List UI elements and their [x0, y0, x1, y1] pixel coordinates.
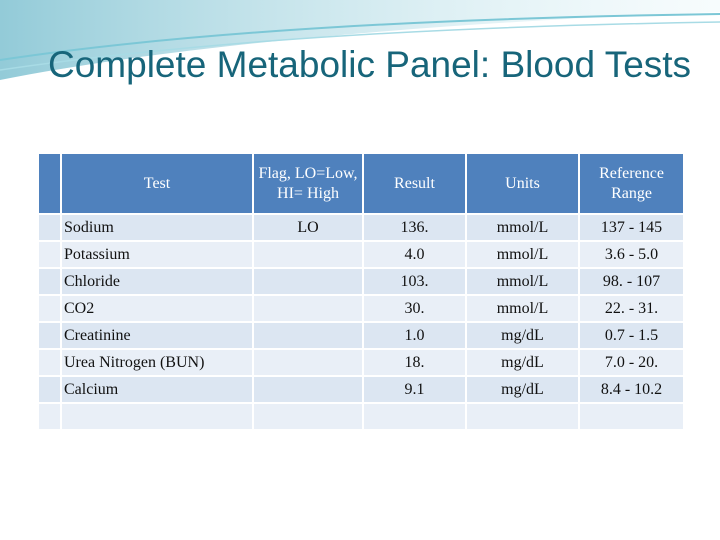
empty-cell	[252, 375, 364, 404]
table-row: Chloride 103. mmol/L 98. - 107	[37, 267, 685, 296]
spacer-cell	[37, 240, 62, 269]
empty-cell	[252, 294, 364, 323]
result: 4.0	[362, 240, 467, 269]
table-row: Sodium LO 136. mmol/L 137 - 145	[37, 213, 685, 242]
empty-cell	[578, 402, 685, 431]
table-row: Calcium 9.1 mg/dL 8.4 - 10.2	[37, 375, 685, 404]
units: mmol/L	[465, 294, 580, 323]
spacer-cell	[37, 152, 62, 215]
units: mg/dL	[465, 348, 580, 377]
header-row: Test Flag, LO=Low, HI= High Result Units Ref…	[37, 152, 685, 215]
units: mg/dL	[465, 321, 580, 350]
spacer-cell	[37, 213, 62, 242]
column-header: Reference Range	[578, 152, 685, 215]
empty-cell	[252, 267, 364, 296]
empty-cell	[252, 348, 364, 377]
reference-range: 3.6 - 5.0	[578, 240, 685, 269]
test-name: Chloride	[60, 267, 254, 296]
table-row: Urea Nitrogen (BUN) 18. mg/dL 7.0 - 20.	[37, 348, 685, 377]
table-row: Creatinine 1.0 mg/dL 0.7 - 1.5	[37, 321, 685, 350]
slide-title: Complete Metabolic Panel: Blood Tests	[48, 44, 692, 85]
table-row: CO2 30. mmol/L 22. - 31.	[37, 294, 685, 323]
spacer-cell	[37, 375, 62, 404]
spacer-cell	[37, 267, 62, 296]
result: 9.1	[362, 375, 467, 404]
empty-cell	[60, 402, 254, 431]
test-name: Potassium	[60, 240, 254, 269]
reference-range: 7.0 - 20.	[578, 348, 685, 377]
test-name: Sodium	[60, 213, 254, 242]
table-row: Potassium 4.0 mmol/L 3.6 - 5.0	[37, 240, 685, 269]
result: 30.	[362, 294, 467, 323]
units: mmol/L	[465, 213, 580, 242]
reference-range: 8.4 - 10.2	[578, 375, 685, 404]
units: mmol/L	[465, 240, 580, 269]
header-decoration	[0, 0, 720, 80]
test-name: Urea Nitrogen (BUN)	[60, 348, 254, 377]
empty-cell	[252, 402, 364, 431]
results-table: Test Flag, LO=Low, HI= High Result Units Ref…	[37, 152, 685, 431]
result: 18.	[362, 348, 467, 377]
flag: LO	[252, 213, 364, 242]
spacer-cell	[37, 321, 62, 350]
column-header: Test	[60, 152, 254, 215]
result: 1.0	[362, 321, 467, 350]
empty-row	[37, 402, 685, 431]
units: mg/dL	[465, 375, 580, 404]
test-name: Calcium	[60, 375, 254, 404]
column-header: Units	[465, 152, 580, 215]
test-name: CO2	[60, 294, 254, 323]
reference-range: 98. - 107	[578, 267, 685, 296]
empty-cell	[252, 321, 364, 350]
empty-cell	[362, 402, 467, 431]
empty-cell	[465, 402, 580, 431]
result: 136.	[362, 213, 467, 242]
table-body: Sodium LO 136. mmol/L 137 - 145 Potassium 4.0 m…	[37, 213, 685, 431]
spacer-cell	[37, 294, 62, 323]
column-header: Flag, LO=Low, HI= High	[252, 152, 364, 215]
empty-cell	[37, 402, 62, 431]
reference-range: 22. - 31.	[578, 294, 685, 323]
reference-range: 0.7 - 1.5	[578, 321, 685, 350]
empty-cell	[252, 240, 364, 269]
reference-range: 137 - 145	[578, 213, 685, 242]
result: 103.	[362, 267, 467, 296]
spacer-cell	[37, 348, 62, 377]
test-name: Creatinine	[60, 321, 254, 350]
column-header: Result	[362, 152, 467, 215]
units: mmol/L	[465, 267, 580, 296]
